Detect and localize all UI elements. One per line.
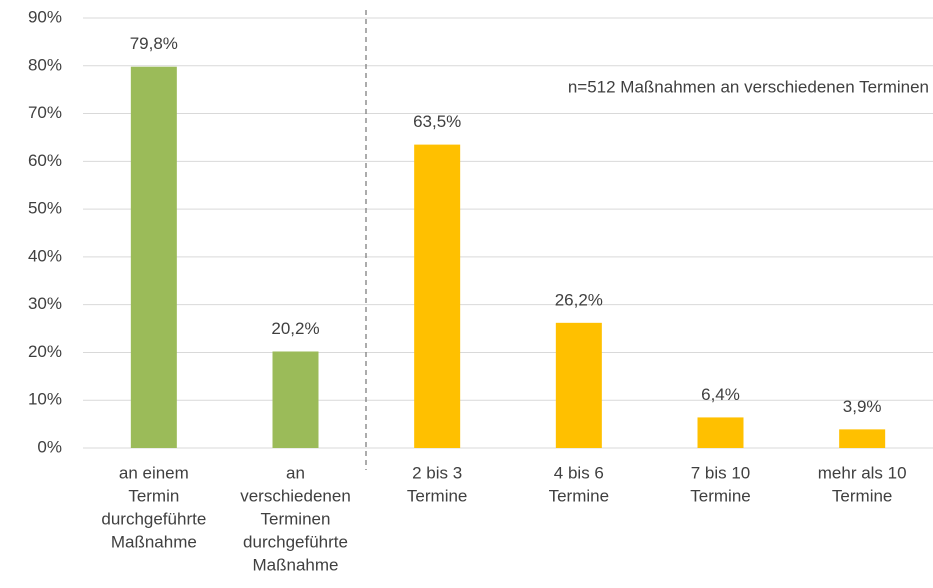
value-label: 63,5% (413, 112, 461, 131)
value-label: 3,9% (843, 397, 882, 416)
x-tick-label: Terminen (261, 509, 331, 528)
bar (130, 66, 177, 448)
y-tick-label: 60% (28, 151, 62, 170)
x-tick-label: verschiedenen (240, 486, 351, 505)
y-tick-label: 10% (28, 390, 62, 409)
y-tick-label: 20% (28, 342, 62, 361)
x-tick-label: Maßnahme (253, 555, 339, 574)
bar (555, 322, 602, 448)
value-label: 26,2% (555, 290, 603, 309)
value-label: 79,8% (130, 34, 178, 53)
plot: 0% 10% 20% 30% 40% 50% 60% 70% 80% 90% 79,8% an ein… (28, 7, 933, 574)
x-tick-label: Termine (407, 486, 467, 505)
x-tick-label: 4 bis 6 (554, 463, 604, 482)
y-tick-label: 30% (28, 294, 62, 313)
x-tick-label: Maßnahme (111, 532, 197, 551)
bar (697, 417, 744, 448)
x-tick-label: an (286, 463, 305, 482)
y-tick-label: 50% (28, 199, 62, 218)
y-tick-label: 0% (37, 437, 62, 456)
annotation: n=512 Maßnahmen an verschiedenen Termine… (568, 77, 929, 96)
x-tick-label: Termin (128, 486, 179, 505)
value-label: 6,4% (701, 385, 740, 404)
bar (839, 429, 886, 448)
bar (414, 144, 461, 448)
x-tick-label: mehr als 10 (818, 463, 907, 482)
x-tick-label: 2 bis 3 (412, 463, 462, 482)
y-tick-label: 70% (28, 103, 62, 122)
x-tick-label: Termine (832, 486, 892, 505)
value-label: 20,2% (271, 319, 319, 338)
x-tick-label: durchgeführte (101, 509, 206, 528)
y-tick-label: 40% (28, 246, 62, 265)
y-tick-label: 90% (28, 7, 62, 26)
y-tick-label: 80% (28, 55, 62, 74)
x-tick-label: Termine (549, 486, 609, 505)
x-tick-label: durchgeführte (243, 532, 348, 551)
bar (272, 351, 319, 448)
x-tick-label: an einem (119, 463, 189, 482)
x-tick-label: 7 bis 10 (691, 463, 751, 482)
x-tick-label: Termine (690, 486, 750, 505)
